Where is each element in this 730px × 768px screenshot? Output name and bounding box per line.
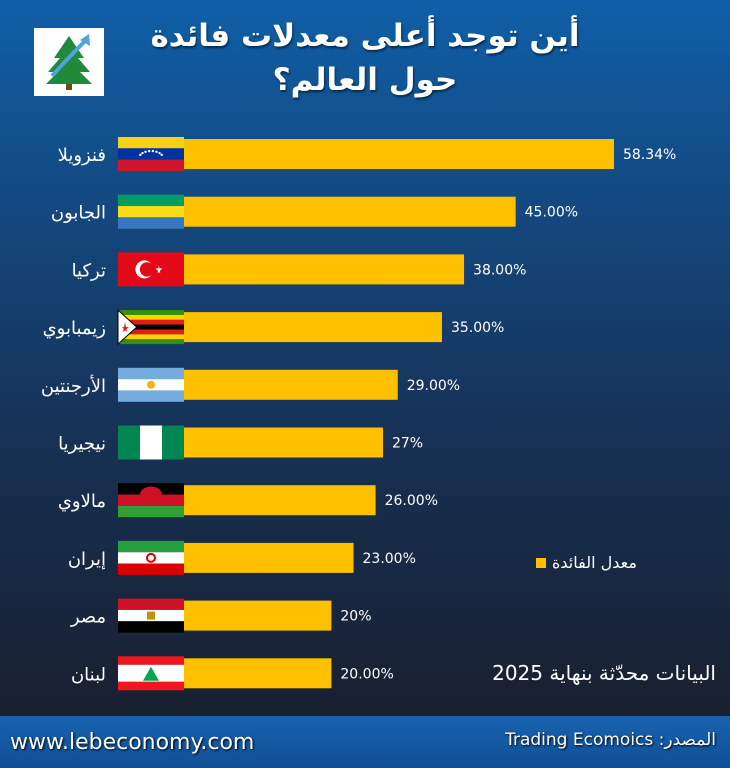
turkey-flag-icon — [118, 252, 184, 287]
legend-swatch — [536, 557, 546, 568]
bar — [184, 485, 376, 516]
nigeria-flag-icon — [118, 425, 184, 460]
category-label: الأرجنتين — [41, 375, 106, 397]
bar — [184, 542, 354, 573]
chart-legend: معدل الفائدة — [536, 553, 637, 572]
zimbabwe-flag-icon — [117, 308, 184, 346]
value-label: 38.00% — [473, 262, 526, 278]
title-line-1: أين توجد أعلى معدلات فائدة — [150, 18, 580, 54]
bar — [184, 369, 398, 400]
value-label: 58.34% — [623, 147, 676, 163]
website-link[interactable]: www.lebeconomy.com — [10, 730, 255, 755]
category-label: مصر — [70, 607, 106, 628]
gabon-flag-icon — [118, 194, 184, 229]
category-label: لبنان — [71, 664, 106, 685]
value-label: 27% — [392, 436, 423, 452]
footer-bar: www.lebeconomy.com المصدر: Trading Ecomo… — [0, 716, 730, 768]
updated-note: البيانات محدّثة بنهاية 2025 — [492, 661, 716, 685]
bar — [184, 139, 614, 169]
iran-flag-icon — [118, 540, 184, 575]
bar — [184, 254, 465, 285]
category-label: الجابون — [51, 203, 106, 224]
legend-label: معدل الفائدة — [552, 553, 637, 572]
page-title: أين توجد أعلى معدلات فائدة حول العالم؟ — [0, 14, 730, 102]
title-line-2: حول العالم؟ — [272, 62, 458, 98]
venezuela-flag-icon — [118, 137, 184, 171]
bar-chart: 58.34% فنزويلا 45.00% الجابون 38.00% تركيا 35.… — [41, 137, 676, 691]
category-label: زيمبابوي — [43, 318, 106, 339]
bar — [184, 658, 332, 689]
cedar-logo-icon — [34, 28, 104, 96]
bar — [184, 600, 332, 631]
argentina-flag-icon — [118, 367, 184, 402]
value-label: 45.00% — [525, 205, 578, 221]
value-label: 35.00% — [451, 320, 504, 336]
category-label: نيجيريا — [58, 434, 106, 455]
bar — [184, 427, 383, 458]
category-label: فنزويلا — [58, 145, 106, 166]
egypt-flag-icon — [118, 598, 184, 633]
category-label: إيران — [68, 549, 106, 570]
value-label: 26.00% — [385, 493, 438, 509]
malawi-flag-icon — [118, 483, 184, 518]
bar — [184, 312, 442, 343]
category-label: تركيا — [72, 260, 106, 281]
value-label: 23.00% — [363, 551, 416, 567]
value-label: 29.00% — [407, 378, 460, 394]
value-label: 20.00% — [340, 666, 393, 682]
category-label: مالاوي — [58, 491, 106, 512]
value-label: 20% — [340, 609, 371, 625]
lebanon-flag-icon — [118, 656, 184, 691]
source-label: المصدر: Trading Ecomoics — [505, 730, 716, 750]
bar — [184, 196, 516, 227]
